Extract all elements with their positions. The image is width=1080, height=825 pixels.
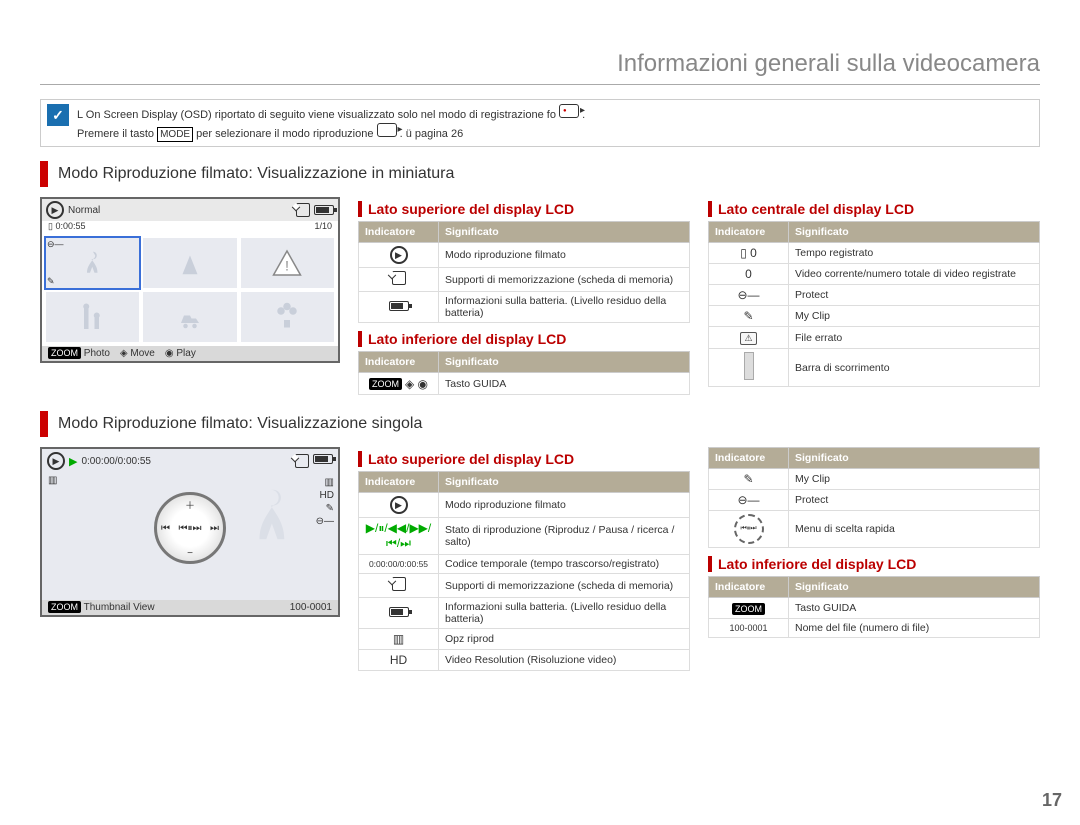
divider [40, 84, 1040, 85]
hd-icon: HD [359, 650, 439, 671]
card-icon [296, 203, 310, 217]
table-center-1: IndicatoreSignificato ▯ 0Tempo registrat… [708, 221, 1040, 387]
zoom-badge: ZOOM [48, 347, 81, 359]
video-mode-icon: ▶ [390, 496, 408, 514]
video-mode-icon: ▶ [46, 201, 64, 219]
lock-icon: ⊖— [709, 285, 789, 306]
clip-icon: ✎ [709, 469, 789, 490]
note-line2b: per selezionare il modo riproduzione [196, 128, 376, 140]
table-bottom-1: IndicatoreSignificato ZOOM ◈ ◉Tasto GUID… [358, 351, 690, 395]
section-header-2: Modo Riproduzione filmato: Visualizzazio… [40, 411, 1040, 437]
mode-button: MODE [157, 127, 193, 143]
table-top-2: IndicatoreSignificato ▶Modo riproduzione… [358, 471, 690, 671]
section-header-1: Modo Riproduzione filmato: Visualizzazio… [40, 161, 1040, 187]
sub-top-2: Lato superiore del display LCD [358, 451, 690, 467]
scrollbar-icon [744, 352, 754, 380]
single-view-panel: ▶ ▶ 0:00:00/0:00:55 ＋ − ⏮ ⏭ ⏮ [40, 447, 340, 617]
table-top-1: IndicatoreSignificato ▶Modo riproduzione… [358, 221, 690, 323]
sub-bottom-1: Lato inferiore del display LCD [358, 331, 690, 347]
sub-center-1: Lato centrale del display LCD [708, 201, 1040, 217]
thumb-3[interactable]: ! [241, 238, 334, 288]
battery-icon [389, 301, 409, 311]
warning-icon: ⚠ [740, 332, 756, 345]
quick-menu-icon: ⏮⏸⏭ [734, 514, 764, 544]
video-mode-icon: ▶ [390, 246, 408, 264]
page-title: Informazioni generali sulla videocamera [40, 50, 1040, 78]
zoom-badge-icon: ZOOM [732, 603, 765, 615]
check-icon: ✓ [47, 104, 69, 126]
zoom-badge: ZOOM [48, 601, 81, 613]
note-line2c: . ü pagina 26 [400, 128, 464, 140]
normal-label: Normal [68, 205, 100, 216]
note-line2a: Premere il tasto [77, 128, 157, 140]
play-states-icon: ▶/⏸/◀◀/▶▶/ [366, 521, 431, 535]
thumb-5[interactable] [143, 292, 236, 342]
timecode: 0:00:00/0:00:55 [81, 456, 151, 467]
battery-icon [314, 205, 334, 215]
video-mode-icon: ▶ [47, 452, 65, 470]
file-number: 100-0001 [290, 602, 332, 613]
clip-icon: ✎ [709, 306, 789, 327]
page-number: 17 [1042, 790, 1062, 811]
card-icon [295, 454, 309, 468]
timecode-icon: 0:00:00/0:00:55 [359, 555, 439, 574]
play-icon: ▶ [69, 455, 77, 468]
battery-icon [313, 454, 333, 464]
sub-bottom-2: Lato inferiore del display LCD [708, 556, 1040, 572]
card-icon [392, 271, 406, 285]
record-mode-icon [559, 104, 579, 118]
note-line1a: L On Screen Display (OSD) riportato di s… [77, 109, 556, 121]
card-icon [392, 577, 406, 591]
file-number-icon: 100-0001 [709, 619, 789, 638]
thumb-1[interactable]: ⊖— ✎ [46, 238, 139, 288]
note-box: ✓ L On Screen Display (OSD) riportato di… [40, 99, 1040, 147]
thumb-2[interactable] [143, 238, 236, 288]
opz-icon: ▥ [359, 629, 439, 650]
battery-icon [389, 607, 409, 617]
play-mode-icon [377, 123, 397, 137]
thumb-6[interactable] [241, 292, 334, 342]
svg-text:!: ! [285, 259, 289, 274]
thumbnail-panel: ▶ Normal ▯ 0:00:55 1/10 ⊖— ✎ [40, 197, 340, 363]
sub-top-1: Lato superiore del display LCD [358, 201, 690, 217]
jog-wheel[interactable]: ＋ − ⏮ ⏭ ⏮⏸⏭ [154, 492, 226, 564]
table-right-2b: IndicatoreSignificato ZOOMTasto GUIDA 10… [708, 576, 1040, 638]
thumb-4[interactable] [46, 292, 139, 342]
table-right-2a: IndicatoreSignificato ✎My Clip ⊖—Protect… [708, 447, 1040, 548]
lock-icon: ⊖— [709, 490, 789, 511]
zoom-badge-icon: ZOOM [369, 378, 402, 390]
